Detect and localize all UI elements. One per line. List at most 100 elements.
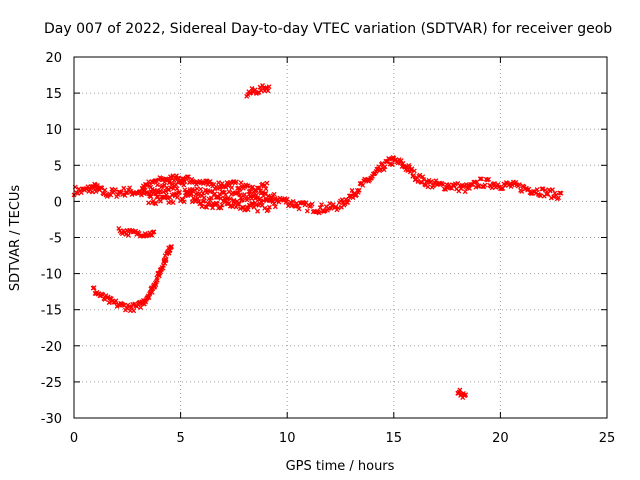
data-point: [489, 185, 495, 191]
data-point: [198, 186, 204, 192]
data-point: [116, 225, 122, 231]
data-point: [245, 183, 251, 189]
data-point: [221, 195, 227, 201]
data-point: [405, 168, 411, 174]
data-point: [214, 201, 220, 207]
chart-title: Day 007 of 2022, Sidereal Day-to-day VTE…: [44, 21, 612, 37]
data-point: [210, 205, 216, 211]
data-point: [266, 84, 272, 90]
data-point: [463, 392, 469, 398]
data-point: [229, 185, 235, 191]
data-point: [255, 208, 261, 214]
data-point: [486, 176, 492, 182]
data-point: [556, 195, 562, 201]
data-point: [119, 231, 125, 237]
data-point: [102, 187, 108, 193]
data-point: [106, 300, 112, 306]
data-point: [124, 190, 130, 196]
data-point: [421, 176, 427, 182]
data-point: [181, 182, 187, 188]
data-point: [271, 201, 277, 206]
data-point: [131, 308, 137, 314]
y-axis-label: SDTVAR / TECUs: [8, 185, 23, 292]
x-tick-label: 5: [176, 431, 184, 446]
data-point: [141, 187, 147, 192]
data-point: [283, 199, 289, 205]
data-point: [328, 205, 334, 211]
y-tick-label: 10: [45, 123, 62, 138]
data-point: [155, 182, 160, 188]
data-point: [184, 174, 190, 180]
data-point: [516, 182, 522, 188]
data-point: [192, 187, 198, 193]
data-point: [558, 190, 564, 196]
data-point: [153, 201, 159, 207]
data-point: [319, 202, 325, 208]
data-point: [542, 187, 548, 193]
data-point: [482, 182, 488, 188]
data-point: [462, 189, 468, 195]
data-point: [91, 285, 97, 291]
y-tick-label: -10: [41, 268, 62, 283]
data-point: [112, 187, 118, 193]
series-short-negative: [116, 225, 157, 239]
data-point: [113, 298, 119, 304]
data-point: [419, 179, 425, 185]
data-point: [238, 198, 244, 203]
x-tick-label: 10: [279, 431, 296, 446]
data-point: [425, 184, 431, 190]
y-tick-label: -30: [41, 412, 62, 427]
data-point: [121, 185, 127, 191]
data-point: [181, 199, 187, 205]
data-point: [237, 192, 243, 198]
data-point: [478, 176, 484, 182]
data-point: [188, 191, 194, 197]
data-point: [477, 176, 483, 182]
data-point: [250, 184, 256, 190]
data-point: [547, 188, 553, 194]
data-point: [182, 179, 188, 185]
y-tick-label: 0: [54, 195, 62, 210]
data-point: [185, 174, 191, 180]
data-point: [360, 182, 366, 188]
grid: [74, 57, 607, 418]
data-point: [309, 201, 315, 207]
data-point: [398, 158, 404, 163]
data-point: [242, 192, 248, 197]
data-point: [216, 180, 222, 186]
data-point: [476, 183, 482, 189]
data-point: [151, 229, 157, 235]
data-point: [316, 210, 322, 216]
data-point: [223, 184, 229, 190]
data-point: [467, 185, 472, 191]
x-axis-label: GPS time / hours: [286, 459, 395, 474]
data-point: [149, 289, 155, 295]
data-point: [346, 197, 351, 203]
data-point: [99, 185, 105, 191]
data-point: [138, 305, 144, 311]
data-point: [411, 172, 416, 178]
y-tick-label: -15: [41, 304, 62, 319]
data-point: [539, 186, 545, 192]
data-point: [428, 179, 434, 184]
data-point: [551, 194, 557, 200]
y-tick-label: 5: [54, 159, 62, 174]
y-tick-label: -20: [41, 340, 62, 355]
data-point: [174, 186, 180, 192]
x-tick-label: 15: [386, 431, 403, 446]
data-point: [127, 185, 133, 191]
data-point: [450, 182, 456, 188]
data-point: [124, 305, 130, 311]
data-point: [296, 206, 302, 212]
data-point: [557, 190, 563, 196]
data-point: [263, 197, 269, 203]
data-point: [90, 189, 95, 195]
data-point: [245, 207, 251, 213]
x-tick-label: 20: [492, 431, 509, 446]
data-point: [265, 207, 271, 213]
y-tick-label: -25: [41, 376, 62, 391]
series-outlier-low: [455, 387, 469, 400]
data-point: [430, 183, 436, 189]
data-point: [163, 192, 169, 198]
